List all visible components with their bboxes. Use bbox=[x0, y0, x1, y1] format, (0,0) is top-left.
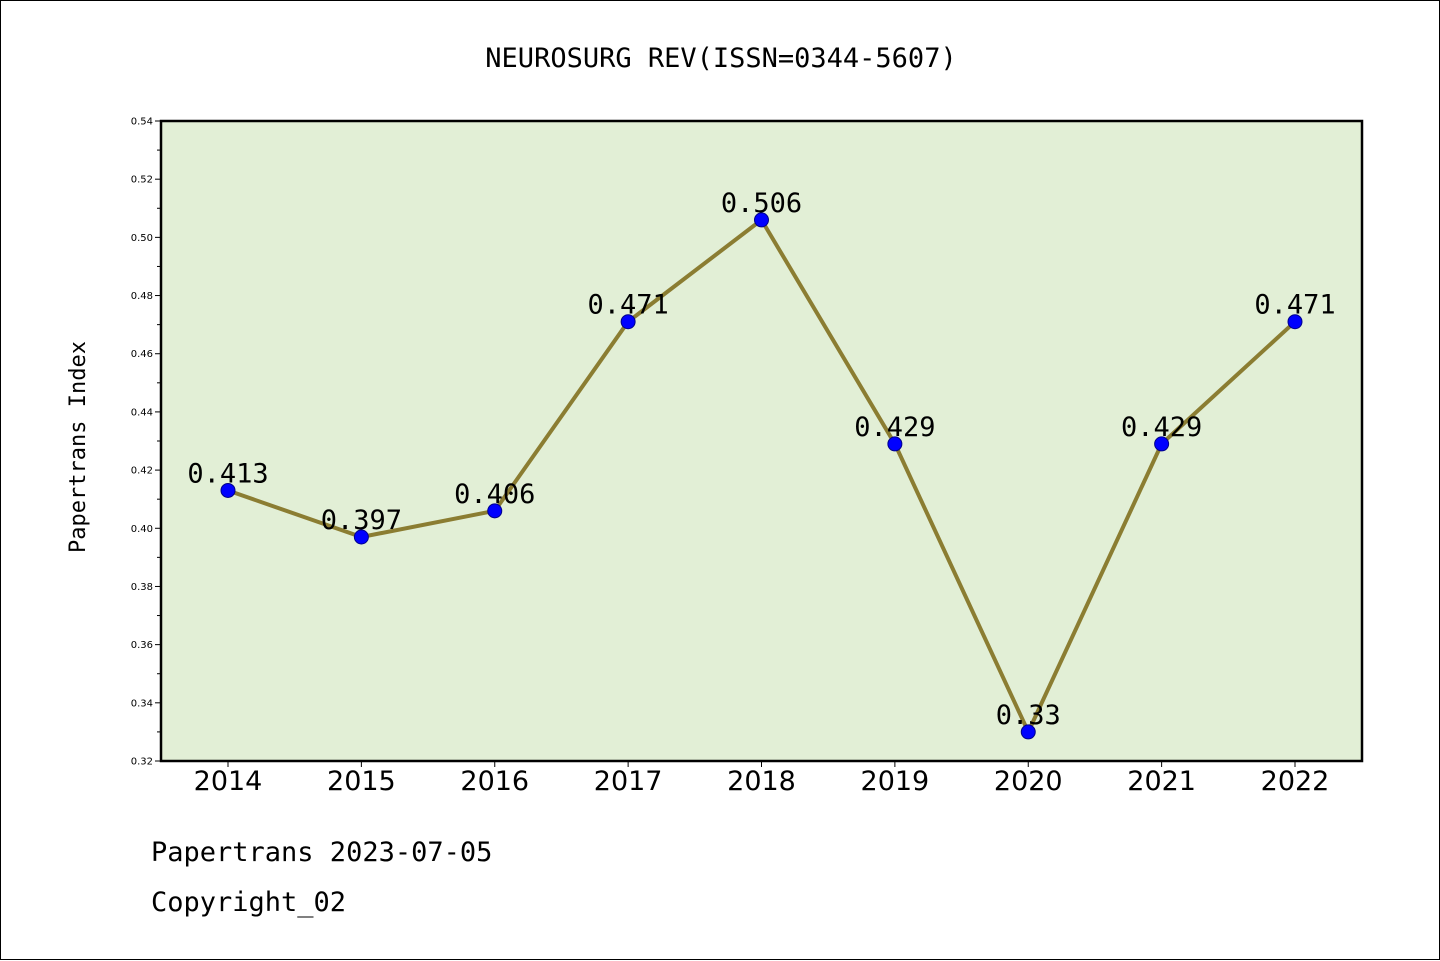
y-tick-label: 0.32 bbox=[131, 757, 153, 768]
y-tick-label: 0.36 bbox=[131, 640, 153, 651]
y-tick-label: 0.48 bbox=[131, 291, 153, 302]
y-tick-label: 0.50 bbox=[131, 233, 153, 244]
data-label-2022: 0.471 bbox=[1254, 290, 1335, 321]
y-tick-label: 0.46 bbox=[131, 349, 153, 360]
data-point-2016 bbox=[487, 503, 503, 519]
data-label-2017: 0.471 bbox=[587, 290, 668, 321]
y-tick-label: 0.34 bbox=[131, 698, 153, 709]
x-tick-label-2018: 2018 bbox=[727, 766, 796, 797]
data-point-2018 bbox=[754, 212, 769, 228]
footer-copyright: Copyright_02 bbox=[151, 887, 347, 918]
data-label-2020: 0.33 bbox=[996, 700, 1061, 731]
plot-border bbox=[159, 119, 1364, 763]
data-label-2014: 0.413 bbox=[187, 458, 268, 489]
data-label-2019: 0.429 bbox=[854, 412, 935, 443]
data-point-2019 bbox=[887, 436, 903, 452]
data-label-2015: 0.397 bbox=[321, 505, 402, 536]
y-tick-label: 0.42 bbox=[131, 466, 153, 477]
x-tick-label-2021: 2021 bbox=[1127, 766, 1196, 797]
data-label-2016: 0.406 bbox=[454, 479, 535, 510]
y-axis-label: Papertrans Index bbox=[66, 341, 91, 553]
data-point-2014 bbox=[220, 482, 236, 498]
y-tick-label: 0.54 bbox=[131, 117, 153, 128]
data-point-2022 bbox=[1287, 314, 1303, 330]
data-point-2017 bbox=[620, 314, 636, 330]
y-tick-label: 0.44 bbox=[131, 407, 153, 418]
x-tick-label-2019: 2019 bbox=[861, 766, 930, 797]
y-tick-label: 0.52 bbox=[131, 175, 153, 186]
x-tick-label-2022: 2022 bbox=[1261, 766, 1330, 797]
y-tick-label: 0.40 bbox=[131, 524, 153, 535]
data-label-2018: 0.506 bbox=[721, 188, 802, 219]
y-tick-label: 0.38 bbox=[131, 582, 153, 593]
x-tick-label-2020: 2020 bbox=[994, 766, 1063, 797]
data-point-2020 bbox=[1020, 724, 1036, 740]
x-tick-label-2014: 2014 bbox=[194, 766, 263, 797]
footer-date: Papertrans 2023-07-05 bbox=[151, 837, 493, 868]
x-tick-label-2017: 2017 bbox=[594, 766, 663, 797]
data-label-2021: 0.429 bbox=[1121, 412, 1202, 443]
data-point-2015 bbox=[353, 529, 369, 545]
x-tick-label-2016: 2016 bbox=[460, 766, 529, 797]
chart-title: NEUROSURG REV(ISSN=0344-5607) bbox=[485, 43, 956, 74]
data-point-2021 bbox=[1154, 436, 1170, 452]
x-tick-label-2015: 2015 bbox=[327, 766, 396, 797]
